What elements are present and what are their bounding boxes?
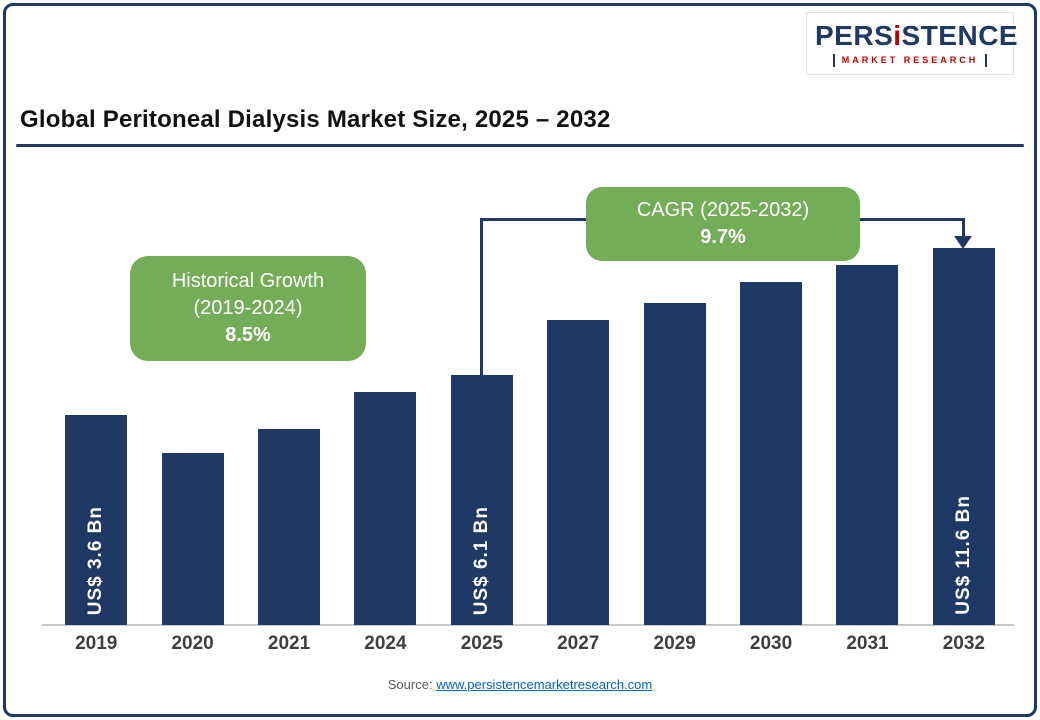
bar-column-2020: 2020 — [144, 453, 240, 661]
x-axis-label-2031: 2031 — [846, 633, 889, 654]
bar-2025: US$ 6.1 Bn — [450, 375, 513, 625]
bar-column-2024: 2024 — [337, 392, 433, 661]
x-axis-label-2021: 2021 — [267, 633, 311, 654]
bar-value-label-2019: US$ 3.6 Bn — [85, 505, 107, 615]
arrow-down-icon — [954, 236, 972, 249]
bar-2030 — [740, 282, 803, 625]
bar-column-2025: US$ 6.1 Bn 2025 — [434, 375, 530, 661]
historical-growth-label: Historical Growth — [171, 270, 325, 292]
bar-column-2029: 2029 — [626, 303, 722, 661]
bar-2020 — [161, 453, 224, 625]
historical-growth-callout: Historical Growth (2019-2024) 8.5% — [130, 256, 366, 361]
cagr-callout: CAGR (2025-2032) 9.7% — [586, 187, 860, 261]
cagr-label: CAGR (2025-2032) — [636, 199, 810, 221]
bar-2019: US$ 3.6 Bn — [65, 415, 128, 625]
bar-column-2027: 2027 — [530, 320, 626, 661]
bar-column-2031: 2031 — [819, 265, 915, 661]
x-axis-label-2030: 2030 — [749, 633, 793, 654]
source-label: Source: — [387, 677, 433, 692]
bar-column-2032: US$ 11.6 Bn 2032 — [916, 248, 1012, 661]
bar-2031 — [836, 265, 899, 625]
bar-columns: US$ 3.6 Bn 2019 2020 2021 2024 US$ 6.1 Bn 2025… — [48, 170, 1012, 661]
cagr-value: 9.7% — [700, 226, 746, 248]
bar-value-label-2032: US$ 11.6 Bn — [952, 495, 974, 615]
x-axis-label-2029: 2029 — [653, 633, 696, 654]
bar-column-2019: US$ 3.6 Bn 2019 — [48, 415, 144, 661]
bar-2029 — [643, 303, 706, 625]
historical-growth-value: 8.5% — [225, 324, 271, 346]
x-axis-label-2020: 2020 — [171, 633, 214, 654]
logo-subtitle: MARKET RESEARCH — [832, 54, 988, 67]
source-line: Source: www.persistencemarketresearch.co… — [0, 677, 1040, 692]
x-axis-label-2027: 2027 — [557, 633, 600, 654]
page-title: Global Peritoneal Dialysis Market Size, … — [20, 106, 611, 133]
logo-brand-pre: PERS — [815, 20, 894, 51]
bar-column-2021: 2021 — [241, 429, 337, 661]
title-underline-rule — [16, 144, 1024, 147]
x-axis-baseline — [42, 624, 1014, 626]
x-axis-label-2025: 2025 — [460, 633, 503, 654]
cagr-bracket-right-line — [962, 218, 965, 238]
x-axis-label-2032: 2032 — [942, 633, 985, 654]
bar-2024 — [354, 392, 417, 625]
logo-brand-text: PERSiSTENCE — [815, 20, 1018, 51]
historical-growth-period: (2019-2024) — [193, 297, 303, 319]
bar-2027 — [547, 320, 610, 625]
persistence-logo: PERSiSTENCE MARKET RESEARCH — [806, 12, 1018, 76]
logo-brand-post: STENCE — [901, 20, 1019, 51]
x-axis-label-2024: 2024 — [364, 633, 407, 654]
bar-2032: US$ 11.6 Bn — [932, 248, 995, 625]
cagr-bracket-left-line — [480, 218, 483, 376]
bar-2021 — [258, 429, 321, 625]
bar-value-label-2025: US$ 6.1 Bn — [470, 505, 492, 615]
x-axis-label-2019: 2019 — [75, 633, 118, 654]
bar-column-2030: 2030 — [723, 282, 819, 661]
source-link[interactable]: www.persistencemarketresearch.com — [436, 677, 653, 692]
logo-brand-i: i — [893, 20, 902, 51]
